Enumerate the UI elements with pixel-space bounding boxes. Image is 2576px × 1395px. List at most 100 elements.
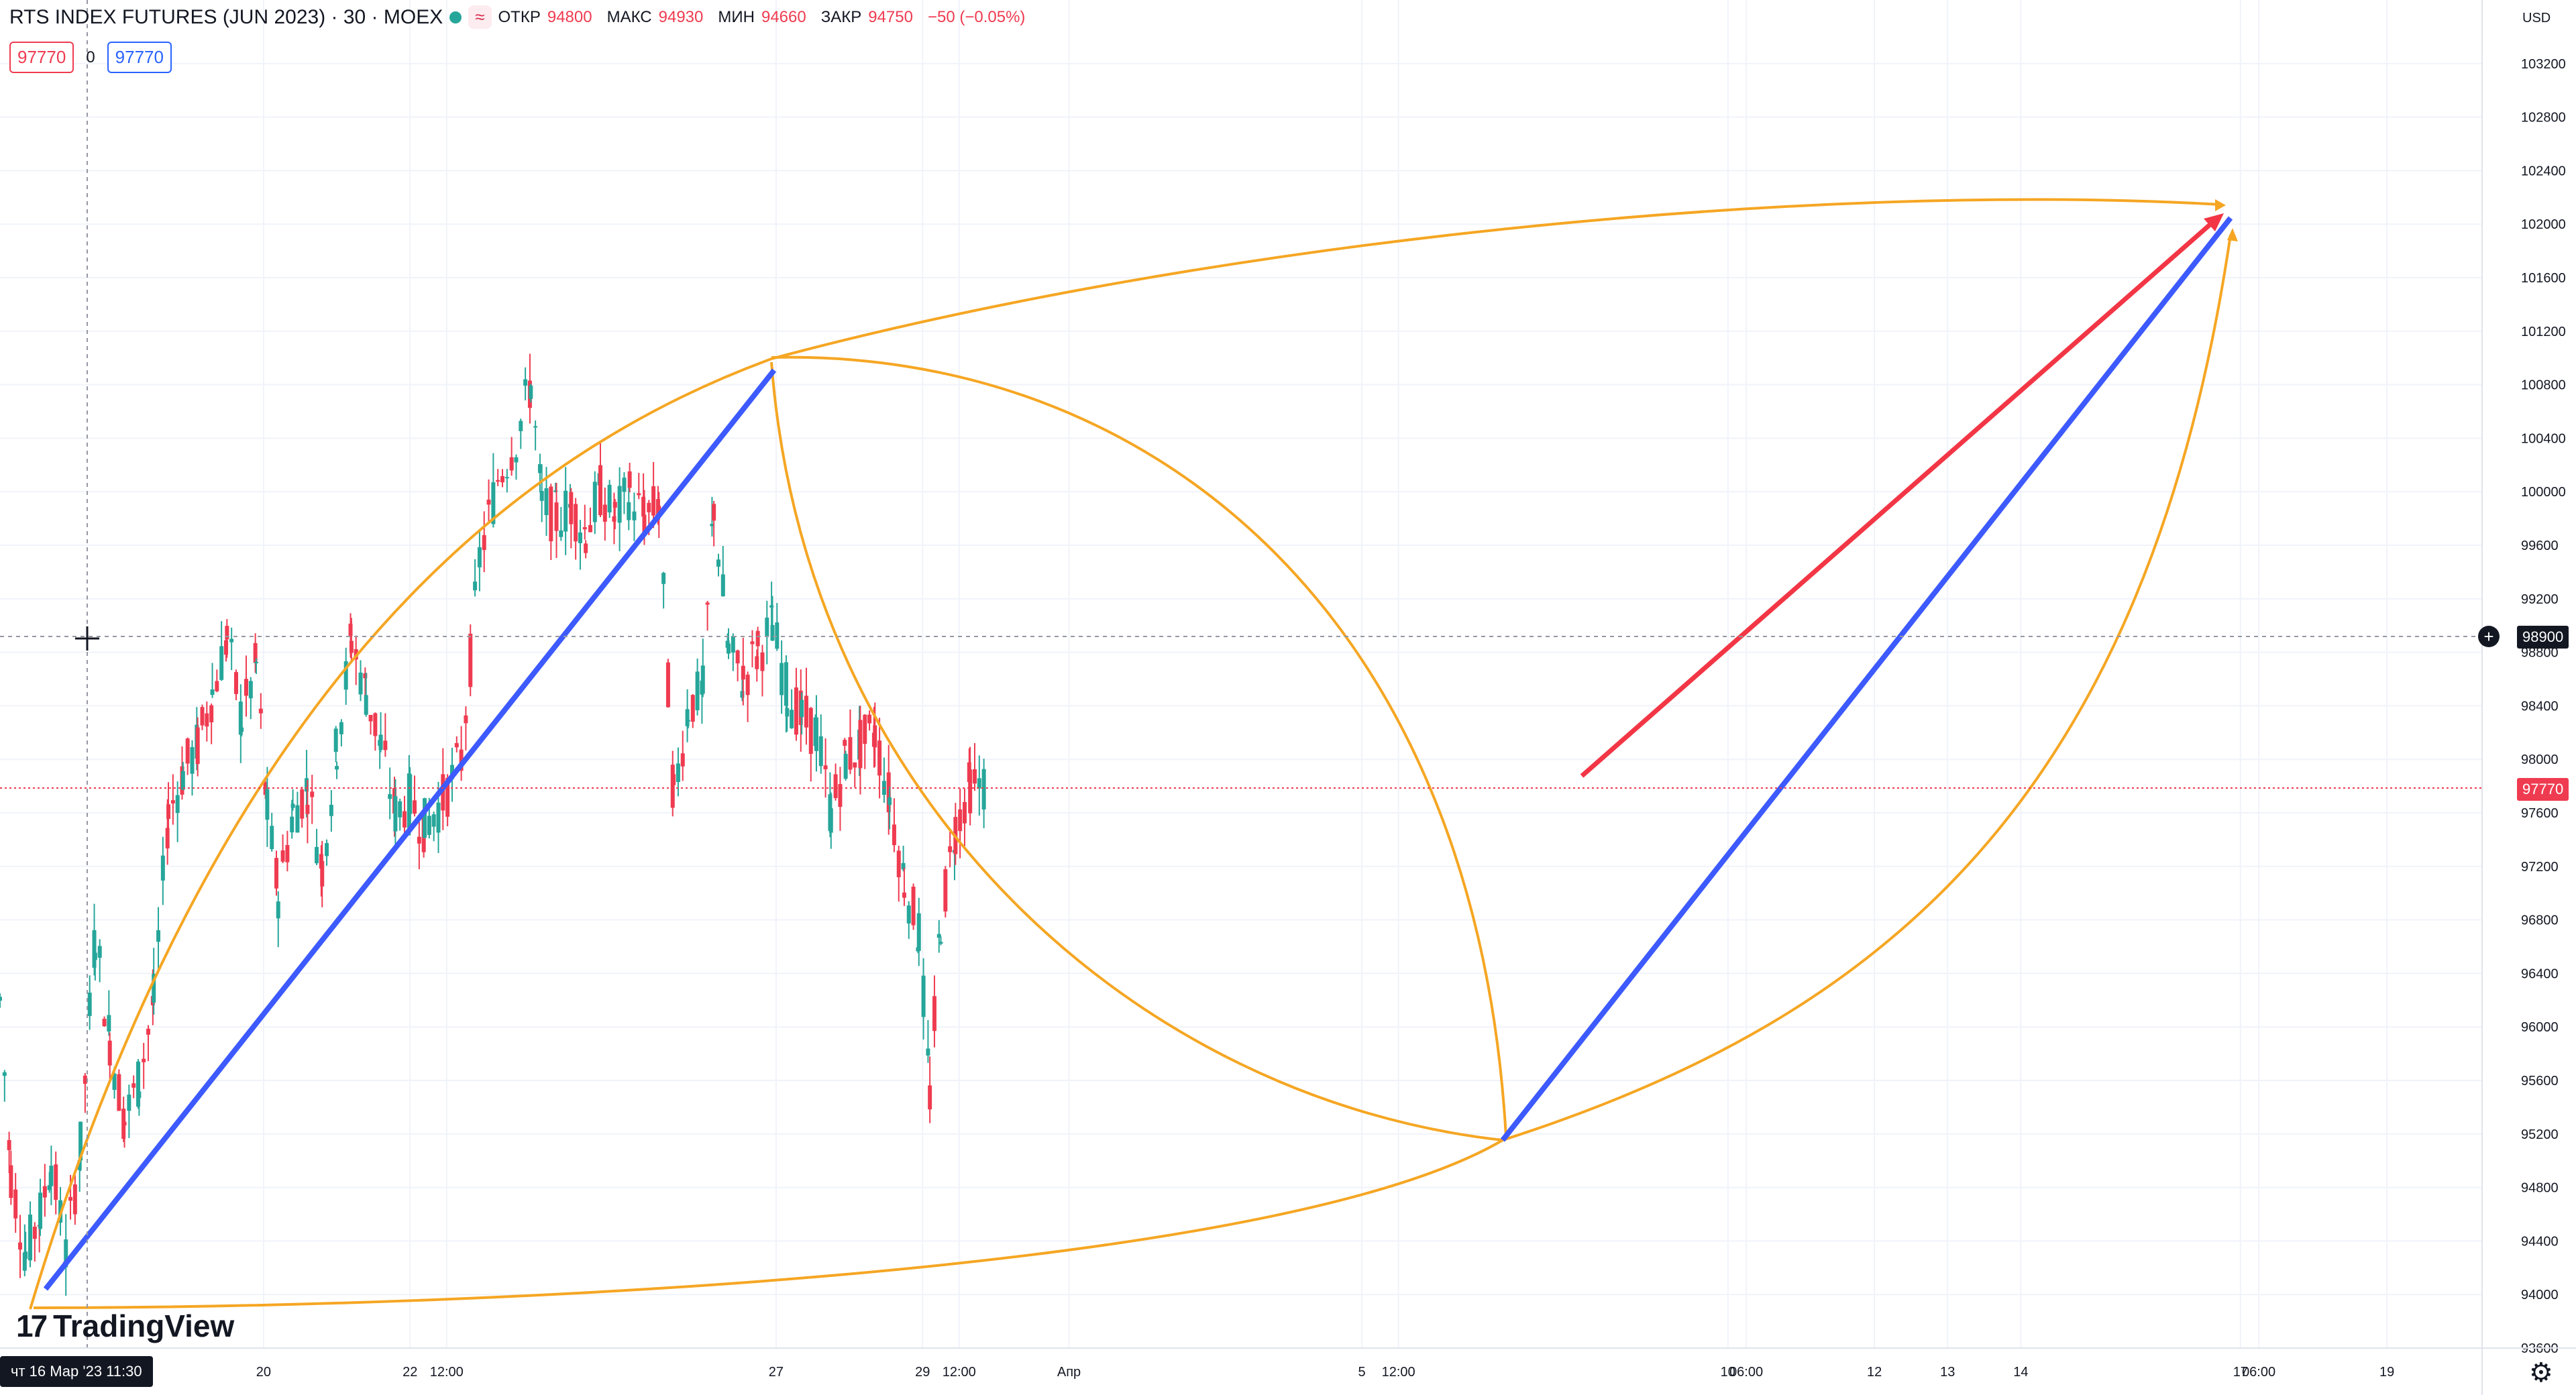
candle-body	[804, 695, 808, 728]
candle-body	[339, 722, 343, 734]
candle-body	[705, 602, 710, 605]
candle-body	[843, 740, 847, 746]
candle-body	[209, 705, 214, 723]
candle-body	[383, 740, 388, 750]
candle-body	[38, 1192, 43, 1229]
market-status-icon	[449, 11, 462, 23]
candle-body	[285, 845, 290, 862]
candle-body	[225, 626, 229, 640]
candle-body	[49, 1166, 54, 1186]
candle-body	[598, 465, 602, 516]
candle-body	[22, 1252, 27, 1271]
x-tick-label: 20	[256, 1365, 271, 1380]
x-tick-label: 27	[769, 1365, 784, 1380]
sell-button[interactable]: 97770	[9, 42, 74, 73]
candle-body	[627, 471, 632, 488]
candle-body	[244, 679, 248, 696]
candle-body	[784, 662, 788, 706]
candle-body	[617, 486, 622, 523]
candle-body	[127, 1095, 131, 1111]
symbol-title[interactable]: RTS INDEX FUTURES (JUN 2023) · 30 · MOEX	[9, 5, 443, 28]
candle-body	[700, 665, 705, 694]
candle-body	[343, 661, 348, 690]
candle-body	[592, 482, 597, 522]
candle-body	[223, 640, 228, 655]
candle-body	[170, 800, 175, 803]
candle-body	[274, 858, 279, 889]
candle-body	[270, 826, 274, 850]
candle-body	[972, 769, 977, 784]
blue-trendline-1	[43, 368, 777, 1291]
candle-body	[190, 747, 195, 774]
candle-body	[906, 905, 911, 924]
candle-body	[828, 808, 833, 833]
candle-body	[559, 530, 564, 537]
candle-body	[549, 486, 553, 542]
candle-body	[755, 630, 760, 647]
candle-body	[921, 975, 926, 1017]
candle-body	[848, 737, 853, 770]
gear-icon[interactable]: ⚙	[2529, 1358, 2553, 1388]
candle-body	[685, 709, 690, 726]
candle-body	[160, 855, 165, 881]
candle-body	[253, 643, 258, 663]
last-price-label: 97770	[2517, 778, 2569, 801]
grid	[0, 0, 2482, 1349]
x-tick-label: 13	[1940, 1365, 1955, 1380]
candle-body	[142, 1058, 146, 1062]
candle-body	[258, 708, 263, 714]
currency-label[interactable]: USD	[2522, 11, 2551, 25]
y-tick-label: 97200	[2521, 860, 2559, 875]
candle-body	[238, 702, 243, 735]
y-tick-label: 94000	[2521, 1288, 2559, 1302]
symbol-header: RTS INDEX FUTURES (JUN 2023) · 30 · MOEX…	[9, 5, 1025, 29]
candle-body	[185, 738, 190, 764]
candle-body	[205, 713, 209, 727]
candle-body	[290, 816, 294, 833]
candle-body	[770, 624, 775, 641]
y-tick-label: 102800	[2521, 111, 2566, 125]
x-tick-label: 12:00	[943, 1365, 976, 1380]
x-tick-label: 12:00	[1382, 1365, 1415, 1380]
data-badge[interactable]: ≈	[468, 5, 492, 29]
candle-body	[843, 753, 848, 779]
candle-body	[519, 421, 523, 431]
candle-body	[408, 774, 413, 814]
candle-body	[295, 805, 300, 833]
candle-body	[755, 656, 759, 669]
candle-body	[867, 714, 872, 724]
candle-body	[388, 794, 392, 799]
candle-body	[491, 482, 496, 524]
candle-body	[413, 800, 417, 814]
candle-body	[740, 691, 745, 698]
candle-body	[578, 532, 582, 543]
candle-body	[794, 687, 798, 735]
y-tick-label: 101600	[2521, 271, 2566, 286]
add-price-alert-icon[interactable]: +	[2478, 626, 2500, 647]
candles	[0, 353, 986, 1296]
candle-body	[544, 488, 549, 516]
candle-body	[731, 636, 735, 653]
red-forecast-arrow	[1580, 219, 2216, 778]
tradingview-logo[interactable]: 17 TradingView	[16, 1308, 234, 1344]
candle-body	[670, 765, 675, 808]
candle-body	[612, 516, 616, 522]
x-tick-label: Апр	[1057, 1365, 1081, 1380]
candle-body	[686, 720, 690, 722]
buy-button[interactable]: 97770	[107, 42, 172, 73]
candle-body	[156, 930, 161, 942]
candle-body	[661, 573, 666, 584]
y-tick-label: 101200	[2521, 325, 2566, 339]
y-tick-label: 96000	[2521, 1020, 2559, 1035]
candle-body	[726, 643, 731, 654]
tradingview-logo-icon: 17	[16, 1308, 48, 1343]
candle-body	[54, 1164, 58, 1201]
candle-body	[641, 496, 646, 517]
candle-body	[588, 524, 592, 533]
price-change: −50 (−0.05%)	[927, 7, 1026, 26]
candle-body	[263, 782, 268, 795]
y-tick-label: 100400	[2521, 431, 2566, 446]
candle-body	[165, 828, 170, 849]
candle-body	[902, 892, 906, 898]
